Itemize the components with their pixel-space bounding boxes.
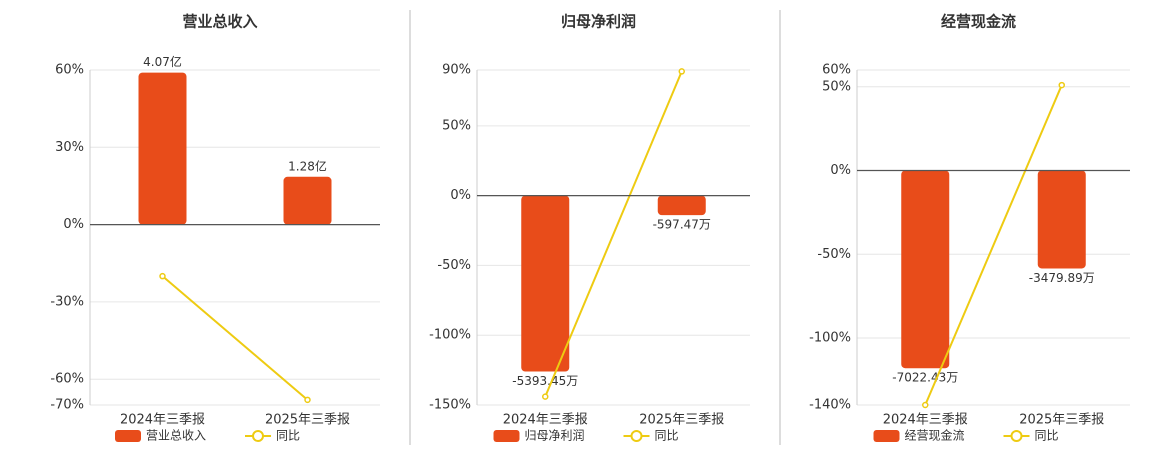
data-label: -5393.45万 xyxy=(512,374,578,388)
y-tick-label: -150% xyxy=(429,398,471,413)
line xyxy=(924,84,1063,406)
line-point xyxy=(542,393,549,400)
bar xyxy=(901,170,950,369)
y-tick-label: -50% xyxy=(437,258,471,273)
bar xyxy=(283,176,332,225)
legend-swatch xyxy=(873,430,900,442)
legend-label: 经营现金流 xyxy=(905,428,965,443)
data-label: -597.47万 xyxy=(653,218,711,232)
y-tick-label: 0% xyxy=(450,188,471,203)
line-point xyxy=(922,401,929,409)
line-point xyxy=(678,68,685,75)
x-tick-label: 2025年三季报 xyxy=(639,413,724,428)
legend-label: 营业总收入 xyxy=(146,429,206,443)
data-label: 4.07亿 xyxy=(143,54,182,69)
y-tick-label: -60% xyxy=(50,372,84,387)
y-tick-label: -70% xyxy=(50,398,84,413)
x-tick-label: 2024年三季报 xyxy=(120,413,205,428)
y-tick-label: 60% xyxy=(55,63,84,78)
legend-label: 同比 xyxy=(276,429,300,443)
bar xyxy=(521,195,570,372)
bar xyxy=(657,195,706,216)
legend-label: 同比 xyxy=(655,429,679,443)
y-tick-label: -100% xyxy=(429,328,471,343)
legend-marker xyxy=(252,430,264,442)
y-tick-label: -140% xyxy=(809,398,851,413)
y-tick-label: -50% xyxy=(817,247,851,262)
bar xyxy=(1037,170,1086,269)
x-tick-label: 2025年三季报 xyxy=(265,413,350,428)
chart-title: 归母净利润 xyxy=(561,13,636,31)
y-tick-label: -30% xyxy=(50,294,84,309)
y-tick-label: 50% xyxy=(822,79,851,94)
x-tick-label: 2024年三季报 xyxy=(503,413,588,428)
y-tick-label: 30% xyxy=(55,140,84,155)
y-tick-label: 0% xyxy=(830,163,851,178)
line-point xyxy=(159,272,166,280)
bar xyxy=(138,72,187,225)
legend-swatch xyxy=(493,430,520,442)
y-tick-label: 60% xyxy=(822,63,851,78)
x-tick-label: 2025年三季报 xyxy=(1019,413,1104,428)
line xyxy=(161,275,309,401)
data-label: 1.28亿 xyxy=(288,158,327,173)
line-point xyxy=(1058,81,1065,89)
chart-title: 营业总收入 xyxy=(182,13,257,31)
y-tick-label: 0% xyxy=(63,217,84,232)
y-tick-label: 90% xyxy=(442,63,471,78)
legend-label: 同比 xyxy=(1035,429,1059,443)
legend-marker xyxy=(630,430,643,442)
line xyxy=(544,71,683,398)
y-tick-label: -100% xyxy=(809,331,851,346)
line-point xyxy=(304,396,311,404)
legend-swatch xyxy=(115,430,141,442)
y-tick-label: 50% xyxy=(442,118,471,133)
chart-title: 经营现金流 xyxy=(941,13,1016,31)
data-label: -3479.89万 xyxy=(1029,271,1095,285)
legend-label: 归母净利润 xyxy=(525,429,585,443)
legend-marker xyxy=(1010,430,1023,442)
x-tick-label: 2024年三季报 xyxy=(883,413,968,428)
data-label: -7022.43万 xyxy=(892,371,958,385)
